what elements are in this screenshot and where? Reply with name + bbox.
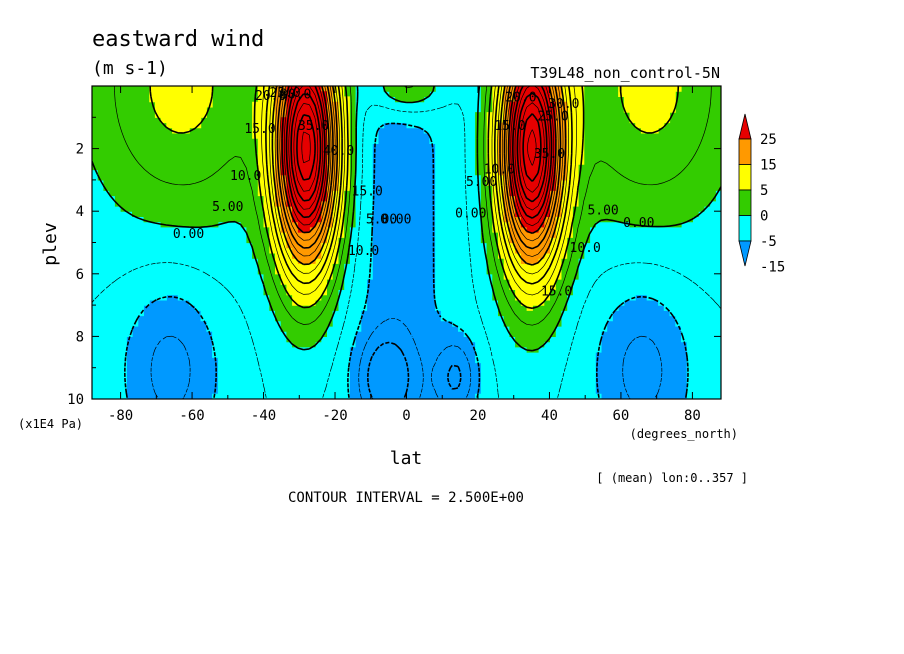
colorbar-segment	[738, 189, 752, 216]
contour-line	[114, 86, 712, 326]
x-tick-label: -80	[108, 408, 133, 424]
contour-line	[92, 103, 721, 399]
contour-label: 5.00	[587, 203, 618, 218]
contour-line	[92, 86, 721, 352]
x-tick-label: 20	[470, 408, 487, 424]
contour-label: 20.0	[505, 91, 536, 106]
contour-line	[281, 86, 557, 235]
contour-label: 5.00	[366, 213, 397, 228]
contour-label: 25.0	[537, 109, 568, 124]
contour-label: 15.0	[494, 119, 525, 134]
contour-line	[274, 86, 564, 257]
contour-labels: 0.005.0010.015.020.025.030.035.040.015.0…	[173, 86, 655, 300]
contour-line	[290, 92, 548, 203]
contour-label: 0.00	[380, 213, 411, 228]
fill-band-0	[126, 122, 688, 399]
contour-line	[301, 129, 537, 166]
contour-line	[276, 86, 562, 250]
contour-label: 35.0	[298, 119, 329, 134]
contour-line	[285, 86, 553, 219]
colorbar-segment	[738, 138, 752, 165]
x-tick-label: -40	[251, 408, 276, 424]
y-tick-label: 8	[76, 329, 84, 345]
contour-label: 15.0	[244, 122, 275, 137]
colorbar: 25 15 5 0 -5 -15	[738, 113, 785, 276]
contour-interval-text: CONTOUR INTERVAL = 2.500E+00	[288, 490, 524, 506]
x-tick-label: -20	[322, 408, 347, 424]
x-axis-units: (degrees_north)	[630, 427, 738, 441]
colorbar-label: -5	[760, 234, 777, 250]
contour-label: 5.00	[466, 175, 497, 190]
contour-label: 0.00	[455, 207, 486, 222]
contour-label: 10.0	[230, 169, 261, 184]
contour-line	[149, 86, 680, 310]
x-axis: -80 -60 -40 -20 0 20 40 60 80	[108, 86, 701, 424]
run-label: T39L48_non_control-5N	[530, 64, 720, 82]
contour-label: 0.00	[623, 216, 654, 231]
y-axis-label: plev	[40, 222, 61, 265]
colorbar-bottom-arrow	[738, 240, 752, 267]
contour-label: 10.0	[348, 244, 379, 259]
fill-band-2	[92, 86, 721, 353]
y-tick-label: 4	[76, 204, 84, 220]
contour-line	[293, 102, 545, 193]
contour-label: 25.0	[269, 86, 300, 101]
contour-line	[265, 86, 573, 285]
colorbar-label: 0	[760, 209, 768, 225]
contour-label: 20.0	[255, 89, 286, 104]
y-tick-label: 2	[76, 142, 84, 158]
contour-line	[367, 341, 462, 399]
colorbar-label: 5	[760, 183, 768, 199]
colorbar-segment	[738, 215, 752, 242]
contour-line	[279, 86, 559, 242]
colorbar-label: 25	[760, 132, 777, 148]
contour-line	[261, 86, 577, 296]
contour-label: 15.0	[352, 185, 383, 200]
contour-label: 0.00	[173, 227, 204, 242]
y-axis-units: (x1E4 Pa)	[18, 417, 83, 431]
x-tick-label: 40	[541, 408, 558, 424]
y-tick-label: 10	[67, 392, 84, 408]
contour-label: 30.0	[548, 97, 579, 112]
contour-line	[269, 86, 569, 275]
colorbar-top-arrow	[738, 113, 752, 140]
contour-label: 10.0	[570, 241, 601, 256]
contour-label: 30.0	[280, 88, 311, 103]
x-tick-label: 60	[613, 408, 630, 424]
contour-line	[124, 122, 689, 399]
fill-band-5	[280, 86, 556, 233]
contour-line	[296, 113, 542, 182]
chart-title: eastward wind	[92, 27, 264, 52]
plot-area	[92, 86, 721, 399]
y-axis: 2 4 6 8 10	[67, 116, 721, 408]
fill-band-1	[92, 86, 721, 399]
contour-label: 5.00	[212, 200, 243, 215]
colorbar-label: -15	[760, 260, 785, 276]
x-tick-label: -60	[179, 408, 204, 424]
x-tick-label: 0	[402, 408, 410, 424]
colorbar-segment	[738, 164, 752, 191]
mean-note: [ (mean) lon:0..357 ]	[596, 471, 748, 485]
x-tick-label: 80	[684, 408, 701, 424]
contour-label: 15.0	[541, 285, 572, 300]
y-tick-label: 6	[76, 267, 84, 283]
colorbar-label: 15	[760, 158, 777, 174]
contour-line	[271, 86, 567, 266]
contour-lines	[92, 86, 721, 399]
contour-line	[283, 86, 555, 227]
contour-line	[150, 317, 663, 399]
chart-units: (m s-1)	[92, 58, 168, 79]
contour-label: 40.0	[323, 144, 354, 159]
contour-line	[288, 86, 550, 211]
contour-label: 35.0	[534, 147, 565, 162]
x-axis-label: lat	[390, 448, 423, 469]
contour-label: 10.0	[484, 163, 515, 178]
